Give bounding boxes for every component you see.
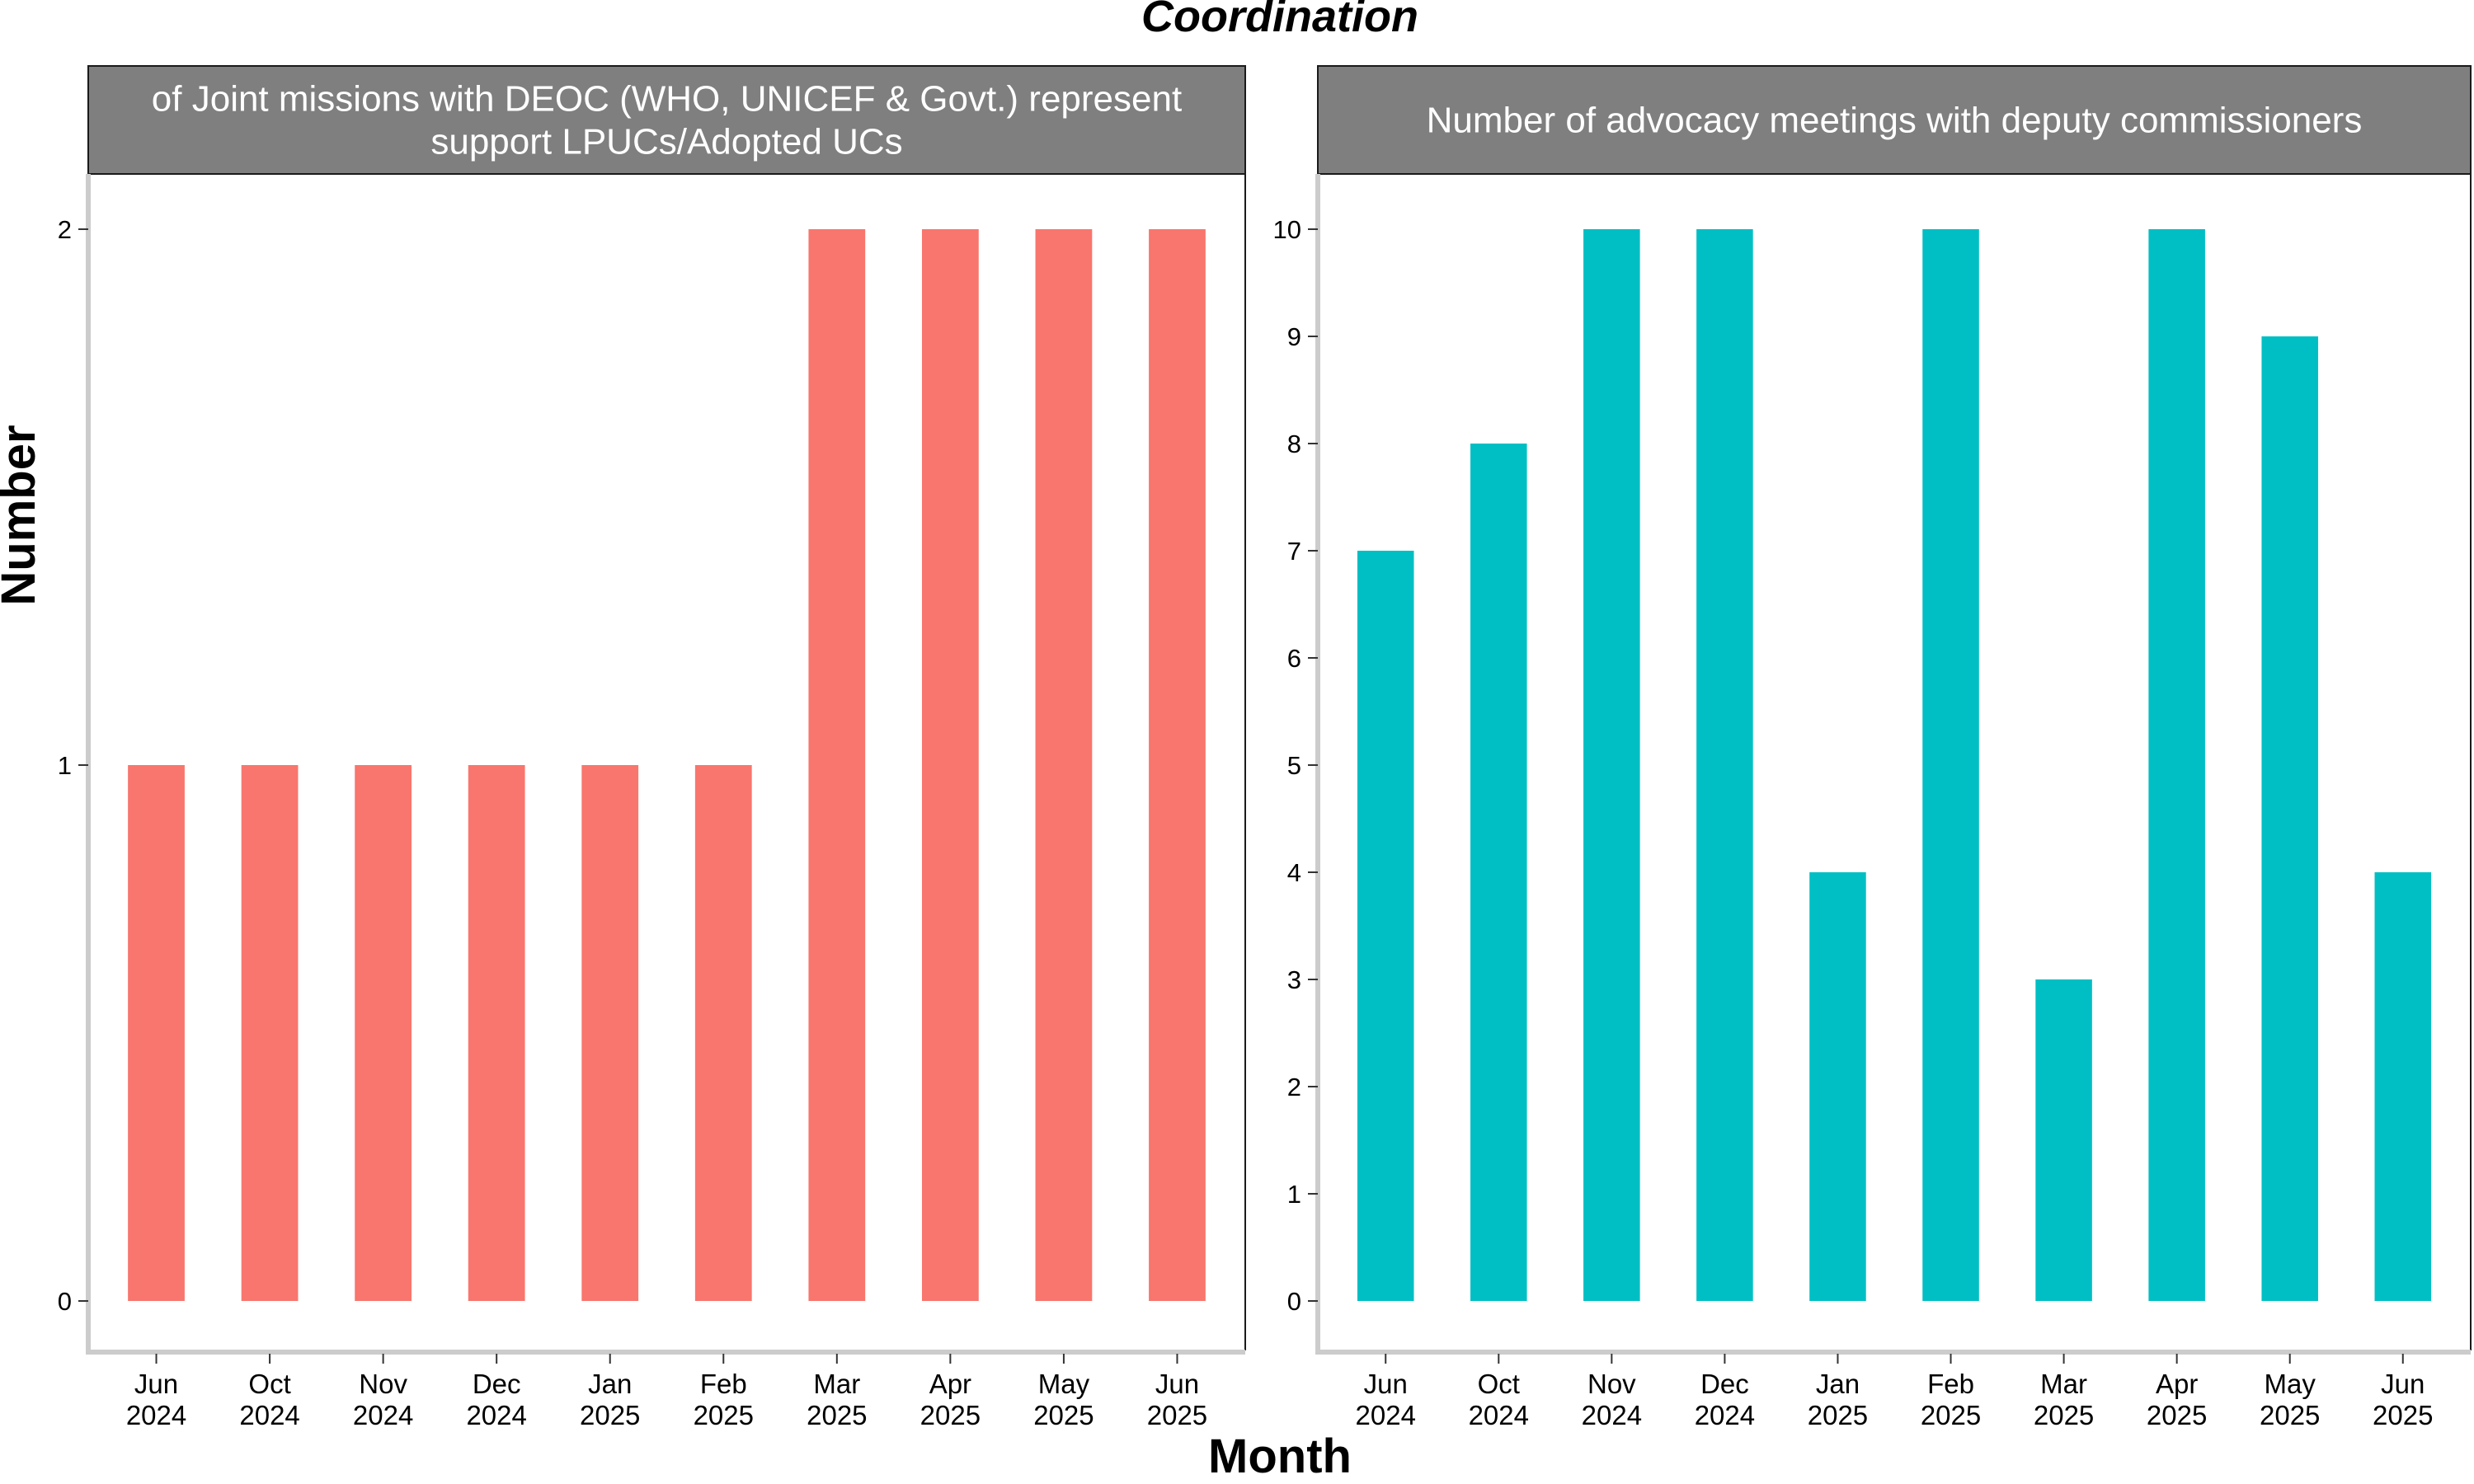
x-tick-label: Nov 2024 [1582, 1369, 1642, 1430]
y-tick-label: 5 [1287, 751, 1301, 780]
bar [468, 765, 525, 1301]
bar [1357, 551, 1414, 1301]
facet-strip-title-line: of Joint missions with DEOC (WHO, UNICEF… [152, 79, 1182, 120]
x-tick-label: Oct 2024 [1469, 1369, 1529, 1430]
facet-panel-1: of Joint missions with DEOC (WHO, UNICEF… [58, 65, 1246, 1430]
bar [2148, 229, 2205, 1301]
y-tick-label: 0 [58, 1287, 72, 1316]
bar [581, 765, 639, 1301]
x-tick-label: Jun 2025 [2373, 1369, 2433, 1430]
x-tick-label: Mar 2025 [2034, 1369, 2094, 1430]
y-axis-title: Number [0, 425, 45, 605]
x-tick-label: Jun 2025 [1147, 1369, 1207, 1430]
x-tick-label: Jan 2025 [1808, 1369, 1868, 1430]
x-tick-label: Apr 2025 [2147, 1369, 2207, 1430]
x-tick-label: Dec 2024 [1695, 1369, 1755, 1430]
facet-panels: of Joint missions with DEOC (WHO, UNICEF… [58, 65, 2472, 1430]
panel-border [1318, 173, 2472, 1350]
x-tick-label: May 2025 [1033, 1369, 1094, 1430]
x-tick-label: Jan 2025 [580, 1369, 640, 1430]
x-tick-label: Apr 2025 [920, 1369, 981, 1430]
y-tick-label: 8 [1287, 430, 1301, 458]
bar [1149, 229, 1206, 1301]
chart-title: Coordination [1141, 0, 1418, 41]
x-axis-title: Month [1208, 1430, 1352, 1483]
bar [1583, 229, 1640, 1301]
facet-strip [87, 65, 1246, 175]
bar [128, 765, 185, 1301]
y-tick-label: 2 [1287, 1073, 1301, 1101]
x-tick-label: Feb 2025 [694, 1369, 754, 1430]
facet-strip-title-line: support LPUCs/Adopted UCs [430, 122, 902, 162]
x-tick-label: Feb 2025 [1921, 1369, 1981, 1430]
x-tick-label: Nov 2024 [353, 1369, 413, 1430]
bar [1035, 229, 1093, 1301]
bar [808, 229, 866, 1301]
bar [2261, 336, 2318, 1301]
x-tick-label: Mar 2025 [807, 1369, 867, 1430]
bar [355, 765, 412, 1301]
bar [241, 765, 299, 1301]
y-tick-label: 0 [1287, 1287, 1301, 1316]
bar [2374, 872, 2432, 1301]
bar [921, 229, 979, 1301]
y-tick-label: 9 [1287, 322, 1301, 351]
bar [1809, 872, 1866, 1301]
x-tick-label: Dec 2024 [466, 1369, 526, 1430]
bar [694, 765, 752, 1301]
y-tick-label: 3 [1287, 965, 1301, 994]
y-tick-label: 6 [1287, 644, 1301, 673]
bar [1696, 229, 1753, 1301]
x-tick-label: Oct 2024 [239, 1369, 299, 1430]
y-tick-label: 1 [58, 751, 72, 780]
x-tick-label: May 2025 [2260, 1369, 2320, 1430]
y-tick-label: 7 [1287, 537, 1301, 566]
bar [1922, 229, 1979, 1301]
y-tick-label: 1 [1287, 1180, 1301, 1209]
x-tick-label: Jun 2024 [1356, 1369, 1416, 1430]
x-tick-label: Jun 2024 [126, 1369, 186, 1430]
y-tick-label: 2 [58, 215, 72, 244]
facet-panel-2: Number of advocacy meetings with deputy … [1273, 65, 2472, 1430]
bar [2035, 979, 2092, 1301]
bar [1470, 444, 1527, 1301]
y-tick-label: 10 [1273, 215, 1301, 244]
y-tick-label: 4 [1287, 858, 1301, 887]
facet-strip-title-line: Number of advocacy meetings with deputy … [1427, 101, 2363, 141]
panel-border [88, 173, 1246, 1350]
